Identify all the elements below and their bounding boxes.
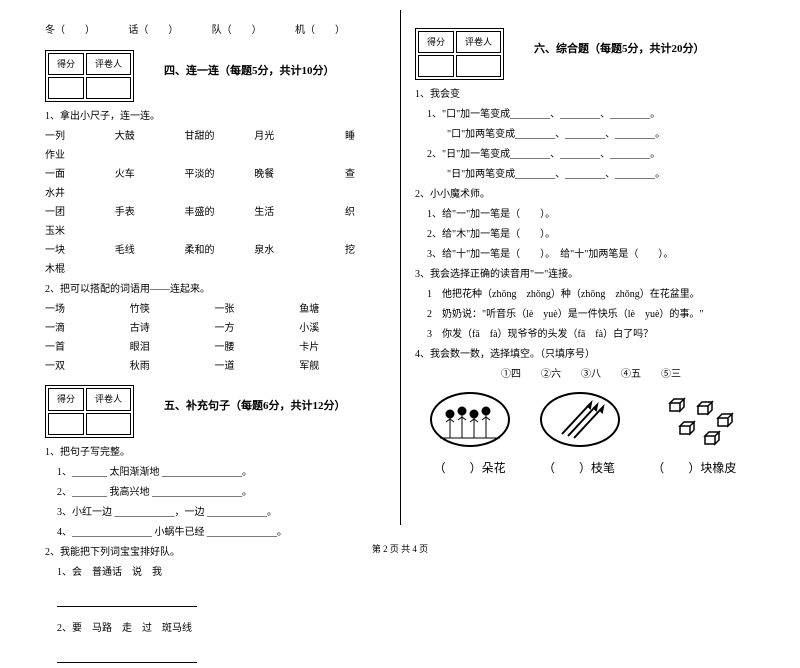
answer-2: （ ）块橡皮 <box>652 458 736 480</box>
sec6-q1-line-3: "日"加两笔变成________、________、________。 <box>427 166 755 184</box>
sec6-q2: 2、小小魔术师。 <box>415 186 755 204</box>
pencils-image <box>540 392 620 452</box>
sec6-q3-line-4: 3 你发（fā fà）现爷爷的头发（fā fà）白了吗？ <box>427 326 755 344</box>
score-box-5: 得分评卷人 <box>45 385 134 437</box>
sec6-q2-line-1: 2、给"木"加一笔是（ ）。 <box>427 226 755 244</box>
sec5-q1: 1、把句子写完整。 <box>45 444 385 462</box>
sec6-q3-line-2: 2 奶奶说："听音乐（lè yuè）是一件快乐（lè yuè）的事。" <box>427 306 755 324</box>
sec6-q1-line-0: 1、"口"加一笔变成________、________、________。 <box>427 106 755 124</box>
sec5-q2a: 1、会 普通话 说 我 <box>57 564 385 582</box>
answer-row: （ ）朵花 （ ）枝笔 （ ）块橡皮 <box>415 458 755 480</box>
sec5-line-0: 1、_______ 太阳渐渐地 ________________。 <box>57 464 385 482</box>
sec6-q1-line-2: 2、"日"加一笔变成________、________、________。 <box>427 146 755 164</box>
sec6-q2-line-0: 1、给"一"加一笔是（ ）。 <box>427 206 755 224</box>
answer-line-2 <box>57 653 197 663</box>
sec4-q1: 1、拿出小尺子，连一连。 <box>45 108 385 126</box>
sec4-q2: 2、把可以搭配的词语用——连起来。 <box>45 281 385 299</box>
top-fill-row: 冬（ ） 话（ ） 队（ ） 机（ ） <box>45 22 385 40</box>
score-label: 得分 <box>48 53 84 75</box>
score-box-4: 得分 评卷人 <box>45 50 134 102</box>
image-row <box>415 392 755 452</box>
erasers-image <box>650 392 740 452</box>
section-5-title: 五、补充句子（每题6分，共计12分） <box>164 397 346 417</box>
sec4-match-grid2: 一场竹筷一张鱼塘 一滴古诗一方小溪 一首眼泪一腰卡片 一双秋雨一道军舰 <box>45 301 385 376</box>
sec6-q2-line-2: 3、给"十"加一笔是（ ）。 给"十"加两笔是（ ）。 <box>427 246 755 264</box>
sec6-q1-line-1: "口"加两笔变成________、________、________。 <box>427 126 755 144</box>
sec6-q3-line-0: 1 他把花种（zhōng zhǒng）种（zhōng zhǒng）在花盆里。 <box>427 286 755 304</box>
sec5-line-3: 4、________________ 小蜗牛已经 ______________。 <box>57 524 385 542</box>
sec6-q3: 3、我会选择正确的读音用"一"连接。 <box>415 266 755 284</box>
section-6-title: 六、综合题（每题5分，共计20分） <box>534 40 705 60</box>
top-item-3: 机（ ） <box>295 22 345 40</box>
top-item-1: 话（ ） <box>128 22 178 40</box>
section-6-header: 得分评卷人 六、综合题（每题5分，共计20分） <box>415 20 755 84</box>
grader-label: 评卷人 <box>86 53 131 75</box>
flowers-image <box>430 392 510 452</box>
top-item-2: 队（ ） <box>212 22 262 40</box>
answer-line-1 <box>57 597 197 607</box>
sec6-q1: 1、我会变 <box>415 86 755 104</box>
page-footer: 第 2 页 共 4 页 <box>0 542 800 555</box>
section-4-title: 四、连一连（每题5分，共计10分） <box>164 62 335 82</box>
section-5-header: 得分评卷人 五、补充句子（每题6分，共计12分） <box>45 377 385 441</box>
right-column: 得分评卷人 六、综合题（每题5分，共计20分） 1、我会变 1、"口"加一笔变成… <box>400 20 770 505</box>
sec6-q4: 4、我会数一数，选择填空。（只填序号） <box>415 346 755 364</box>
section-4-header: 得分 评卷人 四、连一连（每题5分，共计10分） <box>45 42 385 106</box>
sec5-line-2: 3、小红一边 ____________，一边 ____________。 <box>57 504 385 522</box>
answer-1: （ ）枝笔 <box>543 458 615 480</box>
sec5-q2b: 2、要 马路 走 过 斑马线 <box>57 620 385 638</box>
sec5-line-1: 2、_______ 我高兴地 __________________。 <box>57 484 385 502</box>
answer-0: （ ）朵花 <box>434 458 506 480</box>
score-box-6: 得分评卷人 <box>415 28 504 80</box>
left-column: 冬（ ） 话（ ） 队（ ） 机（ ） 得分 评卷人 四、连一连（每题5分，共计… <box>30 20 400 505</box>
column-divider <box>400 10 401 525</box>
sec6-q4-opts: ①四 ②六 ③八 ④五 ⑤三 <box>427 366 755 384</box>
sec4-match-grid: 一列大鼓甘甜的月光睡 作业 一面火车平淡的晚餐查 水井 一团手表丰盛的生活织 玉… <box>45 128 385 279</box>
top-item-0: 冬（ ） <box>45 22 95 40</box>
